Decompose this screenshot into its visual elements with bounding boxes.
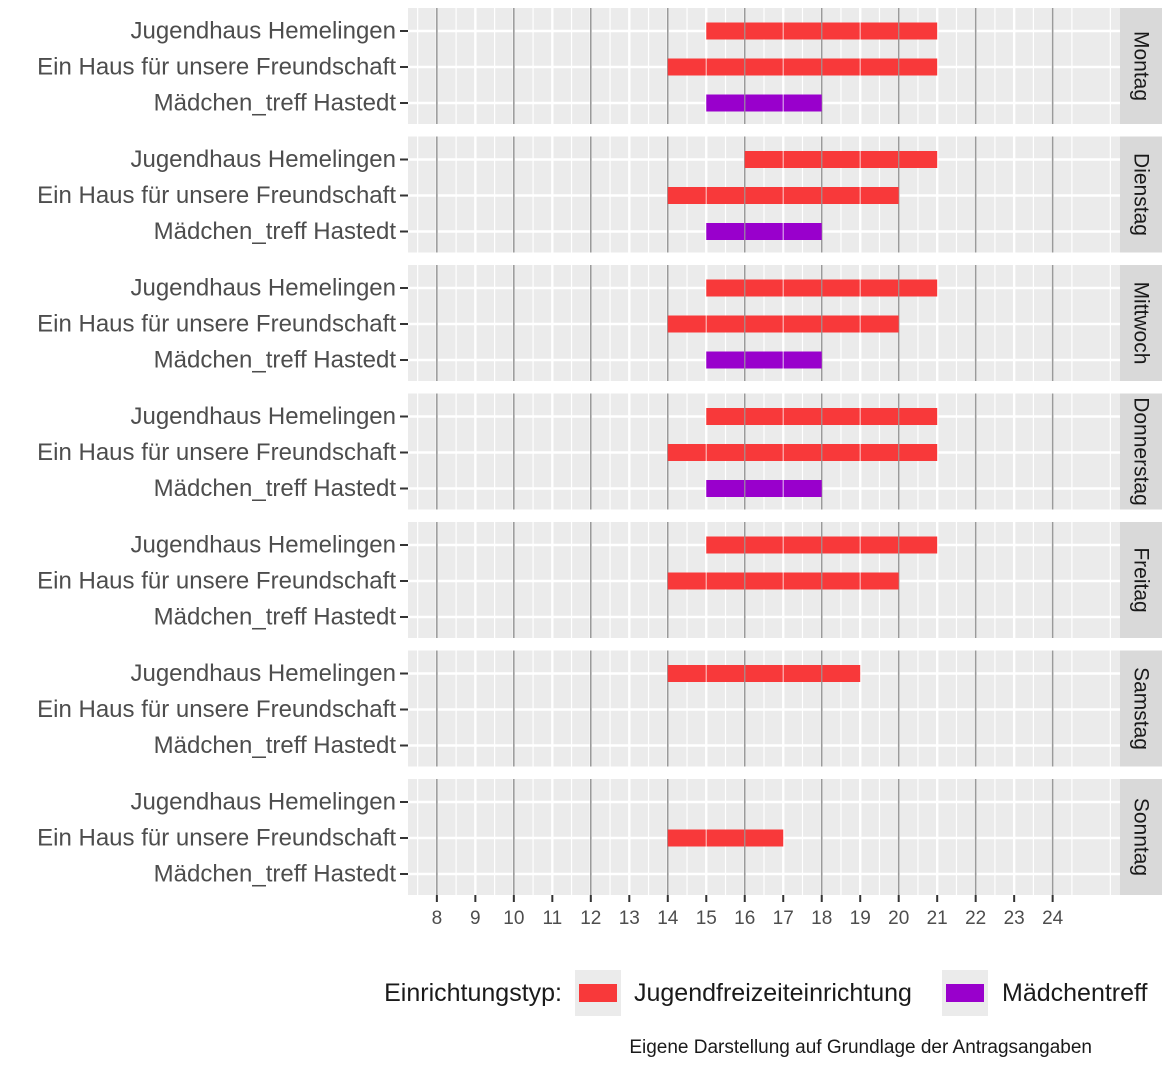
- category-label: Mädchen_treff Hastedt: [154, 732, 397, 759]
- category-label: Mädchen_treff Hastedt: [154, 347, 397, 374]
- facet-label-sonntag: Sonntag: [1130, 798, 1153, 876]
- facet-strip: [1120, 136, 1162, 253]
- legend-key-jugendfreizeiteinrichtung: [579, 984, 617, 1002]
- category-label: Ein Haus für unsere Freundschaft: [37, 568, 396, 595]
- category-label: Jugendhaus Hemelingen: [130, 660, 396, 687]
- facet-panel-sonntag: Jugendhaus Hemelingen Ein Haus für unsere…: [37, 779, 1162, 895]
- category-label: Mädchen_treff Hastedt: [154, 90, 397, 117]
- bar-ein-haus-fur-unsere-freundschaft-sonntag: [667, 829, 784, 847]
- facet-label-freitag: Freitag: [1130, 547, 1153, 612]
- facet-strip: [1120, 522, 1162, 638]
- facet-strip: [1120, 8, 1162, 124]
- bar-jugendhaus-hemelingen-dienstag: [744, 151, 938, 168]
- legend: Einrichtungstyp: Jugendfreizeiteinrichtun…: [384, 970, 1148, 1016]
- x-tick-label: 22: [965, 908, 986, 929]
- x-tick-label: 15: [696, 908, 717, 929]
- bar-madchen-treff-hastedt-dienstag: [706, 223, 822, 240]
- x-tick-label: 24: [1042, 908, 1064, 929]
- bar-madchen-treff-hastedt-donnerstag: [706, 480, 822, 497]
- category-label: Ein Haus für unsere Freundschaft: [37, 311, 396, 338]
- x-tick-label: 8: [432, 908, 443, 929]
- category-label: Jugendhaus Hemelingen: [130, 532, 396, 559]
- x-tick-label: 20: [888, 908, 909, 929]
- facet-strip: [1120, 779, 1162, 895]
- x-tick-label: 21: [927, 908, 948, 929]
- facet-panel-montag: Jugendhaus Hemelingen Ein Haus für unsere…: [37, 8, 1162, 124]
- category-label: Ein Haus für unsere Freundschaft: [37, 54, 396, 81]
- x-tick-label: 17: [773, 908, 794, 929]
- legend-key-madchentreff: [946, 984, 984, 1002]
- category-label: Mädchen_treff Hastedt: [154, 861, 397, 888]
- facet-panel-mittwoch: Jugendhaus Hemelingen Ein Haus für unsere…: [37, 265, 1162, 381]
- legend-label-jugendfreizeiteinrichtung: Jugendfreizeiteinrichtung: [634, 979, 912, 1007]
- category-label: Jugendhaus Hemelingen: [130, 275, 396, 302]
- legend-label-madchentreff: Mädchentreff: [1002, 979, 1148, 1007]
- x-tick-label: 12: [580, 908, 601, 929]
- facet-strip: [1120, 650, 1162, 767]
- facet-panel-dienstag: Jugendhaus Hemelingen Ein Haus für unsere…: [37, 136, 1162, 253]
- facet-panel-donnerstag: Jugendhaus Hemelingen Ein Haus für unsere…: [37, 393, 1162, 510]
- category-label: Ein Haus für unsere Freundschaft: [37, 182, 396, 209]
- x-tick-label: 11: [542, 908, 562, 929]
- x-tick-label: 19: [850, 908, 871, 929]
- x-tick-label: 14: [657, 908, 679, 929]
- category-label: Mädchen_treff Hastedt: [154, 604, 397, 631]
- category-label: Mädchen_treff Hastedt: [154, 218, 397, 245]
- category-label: Mädchen_treff Hastedt: [154, 475, 397, 502]
- facet-label-donnerstag: Donnerstag: [1130, 397, 1153, 506]
- x-tick-label: 13: [619, 908, 640, 929]
- category-label: Jugendhaus Hemelingen: [130, 18, 396, 45]
- category-label: Jugendhaus Hemelingen: [130, 403, 396, 430]
- bar-ein-haus-fur-unsere-freundschaft-donnerstag: [667, 444, 938, 461]
- bar-madchen-treff-hastedt-montag: [706, 94, 822, 112]
- facet-panel-samstag: Jugendhaus Hemelingen Ein Haus für unsere…: [37, 650, 1162, 767]
- x-tick-label: 23: [1004, 908, 1025, 929]
- facet-label-montag: Montag: [1130, 31, 1153, 101]
- category-label: Ein Haus für unsere Freundschaft: [37, 439, 396, 466]
- bar-ein-haus-fur-unsere-freundschaft-montag: [667, 58, 938, 76]
- x-tick-label: 18: [811, 908, 832, 929]
- facet-strip: [1120, 265, 1162, 381]
- bar-jugendhaus-hemelingen-samstag: [667, 665, 861, 682]
- facet-label-mittwoch: Mittwoch: [1130, 282, 1153, 365]
- category-label: Ein Haus für unsere Freundschaft: [37, 825, 396, 852]
- facet-panel-freitag: Jugendhaus Hemelingen Ein Haus für unsere…: [37, 522, 1162, 638]
- facet-label-samstag: Samstag: [1130, 667, 1153, 750]
- caption: Eigene Darstellung auf Grundlage der Ant…: [629, 1037, 1092, 1058]
- x-tick-label: 10: [503, 908, 524, 929]
- bar-madchen-treff-hastedt-mittwoch: [706, 351, 822, 369]
- category-label: Ein Haus für unsere Freundschaft: [37, 696, 396, 723]
- x-tick-label: 9: [470, 908, 481, 929]
- x-axis: 8 9 10 11 12 13 14 15 16 17 18 19 20 21 22 23 24: [432, 895, 1064, 929]
- x-tick-label: 16: [734, 908, 755, 929]
- category-label: Jugendhaus Hemelingen: [130, 146, 396, 173]
- legend-title: Einrichtungstyp:: [384, 979, 562, 1007]
- facet-label-dienstag: Dienstag: [1130, 153, 1153, 236]
- facet-strip: [1120, 393, 1162, 510]
- category-label: Jugendhaus Hemelingen: [130, 789, 396, 816]
